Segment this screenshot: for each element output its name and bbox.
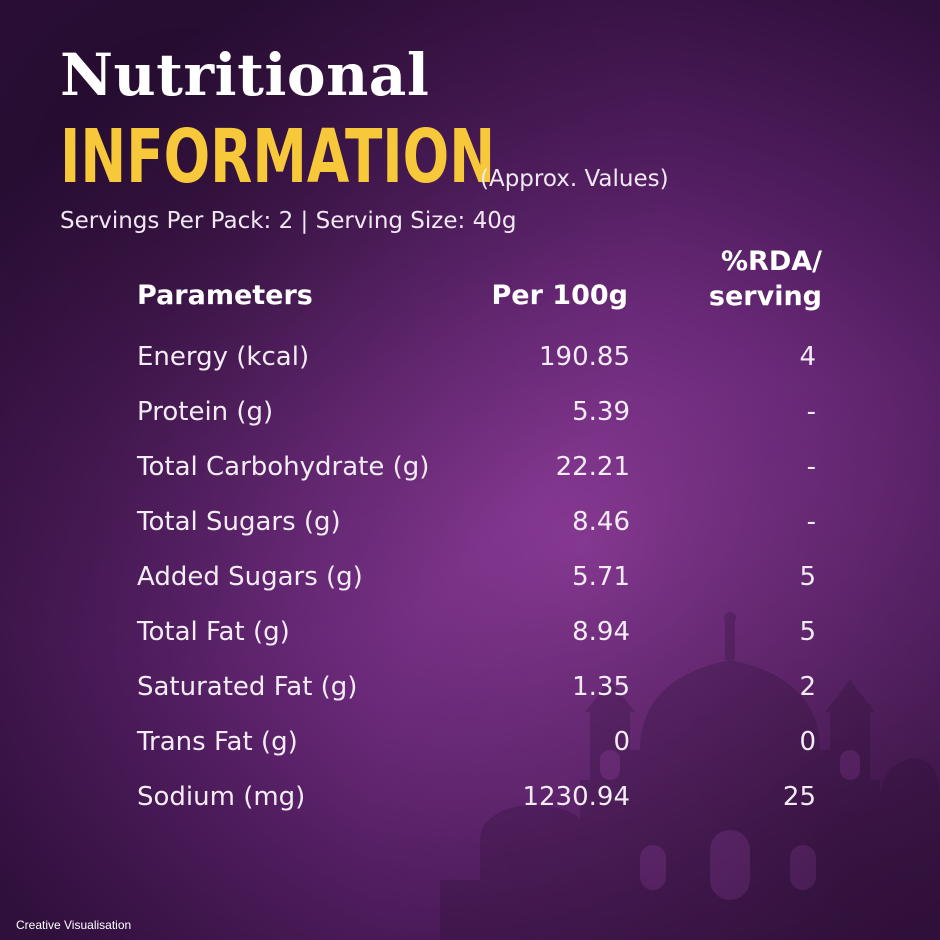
row-per-100g: 5.71 [572, 562, 630, 592]
row-rda: 5 [799, 562, 816, 592]
title-nutritional: Nutritional [60, 41, 430, 109]
column-header-rda: %RDA/ serving [709, 244, 822, 314]
row-parameter: Total Carbohydrate (g) [137, 452, 430, 482]
row-parameter: Saturated Fat (g) [137, 672, 358, 702]
table-row: Trans Fat (g) 0 0 [0, 727, 940, 767]
row-rda: 25 [782, 782, 816, 812]
row-rda: 2 [799, 672, 816, 702]
table-row: Energy (kcal) 190.85 4 [0, 342, 940, 382]
row-rda: 5 [799, 617, 816, 647]
column-header-rda-line2: serving [708, 281, 822, 313]
row-parameter: Total Sugars (g) [137, 507, 341, 537]
title-information: INFORMATION [60, 114, 496, 200]
row-per-100g: 8.46 [572, 507, 630, 537]
row-parameter: Added Sugars (g) [137, 562, 363, 592]
table-row: Total Carbohydrate (g) 22.21 - [0, 452, 940, 492]
row-parameter: Energy (kcal) [137, 342, 310, 372]
table-row: Protein (g) 5.39 - [0, 397, 940, 437]
table-row: Total Fat (g) 8.94 5 [0, 617, 940, 657]
monument-silhouette [440, 612, 940, 940]
creative-visualisation-note: Creative Visualisation [16, 918, 132, 932]
row-per-100g: 22.21 [555, 452, 630, 482]
approx-values-note: (Approx. Values) [480, 166, 669, 192]
row-rda: 4 [799, 342, 816, 372]
row-parameter: Total Fat (g) [137, 617, 290, 647]
row-per-100g: 1.35 [572, 672, 630, 702]
table-row: Total Sugars (g) 8.46 - [0, 507, 940, 547]
table-row: Sodium (mg) 1230.94 25 [0, 782, 940, 822]
row-rda: - [806, 397, 816, 427]
row-rda: - [806, 507, 816, 537]
row-parameter: Protein (g) [137, 397, 274, 427]
table-row: Saturated Fat (g) 1.35 2 [0, 672, 940, 712]
column-header-per-100g: Per 100g [491, 280, 628, 311]
row-per-100g: 190.85 [539, 342, 630, 372]
row-per-100g: 5.39 [572, 397, 630, 427]
row-per-100g: 1230.94 [522, 782, 630, 812]
row-rda: - [806, 452, 816, 482]
row-parameter: Sodium (mg) [137, 782, 306, 812]
row-rda: 0 [799, 727, 816, 757]
table-row: Added Sugars (g) 5.71 5 [0, 562, 940, 602]
column-header-rda-line1: %RDA/ [720, 246, 822, 277]
row-per-100g: 8.94 [572, 617, 630, 647]
column-header-parameters: Parameters [137, 280, 313, 311]
row-per-100g: 0 [613, 727, 630, 757]
row-parameter: Trans Fat (g) [137, 727, 298, 757]
servings-info: Servings Per Pack: 2 | Serving Size: 40g [60, 208, 517, 234]
